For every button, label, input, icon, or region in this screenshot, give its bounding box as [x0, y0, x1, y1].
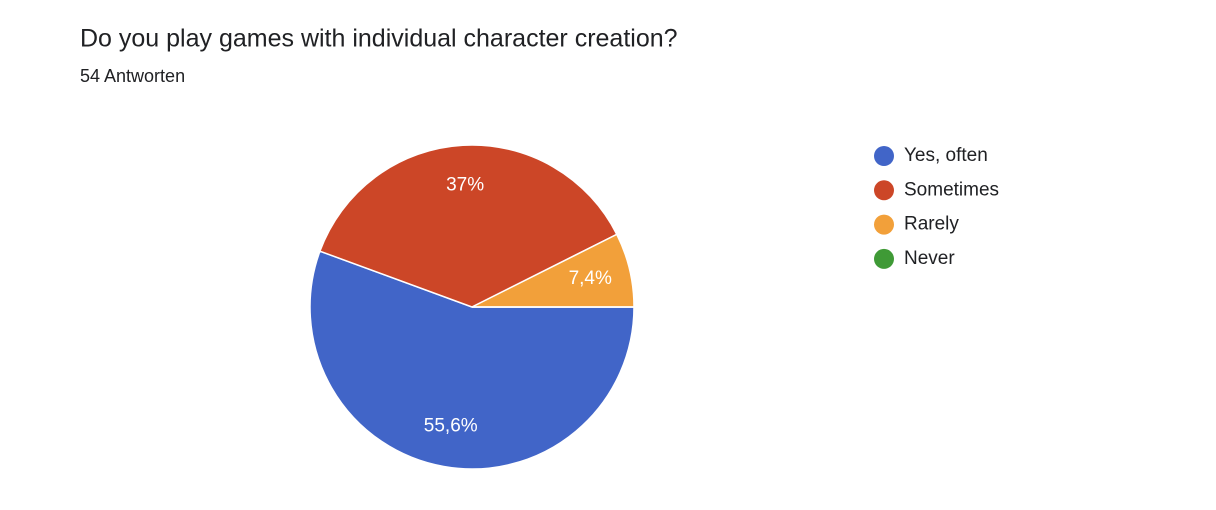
pie-slice [309, 250, 635, 470]
legend-swatch [874, 146, 894, 166]
legend-label: Rarely [904, 214, 959, 235]
slice-label: 7,4% [569, 268, 612, 289]
legend-swatch [874, 248, 894, 269]
legend-label: Yes, often [904, 145, 988, 166]
legend-label: Never [904, 248, 955, 269]
chart-subtitle: 54 Antworten [80, 66, 185, 86]
legend-swatch [874, 180, 894, 201]
legend-swatch [874, 214, 894, 235]
legend-label: Sometimes [904, 179, 999, 200]
slice-label: 55,6% [424, 416, 478, 437]
slice-label: 37% [446, 175, 484, 196]
pie-slice [318, 144, 618, 308]
chart-title: Do you play games with individual charac… [80, 25, 678, 53]
